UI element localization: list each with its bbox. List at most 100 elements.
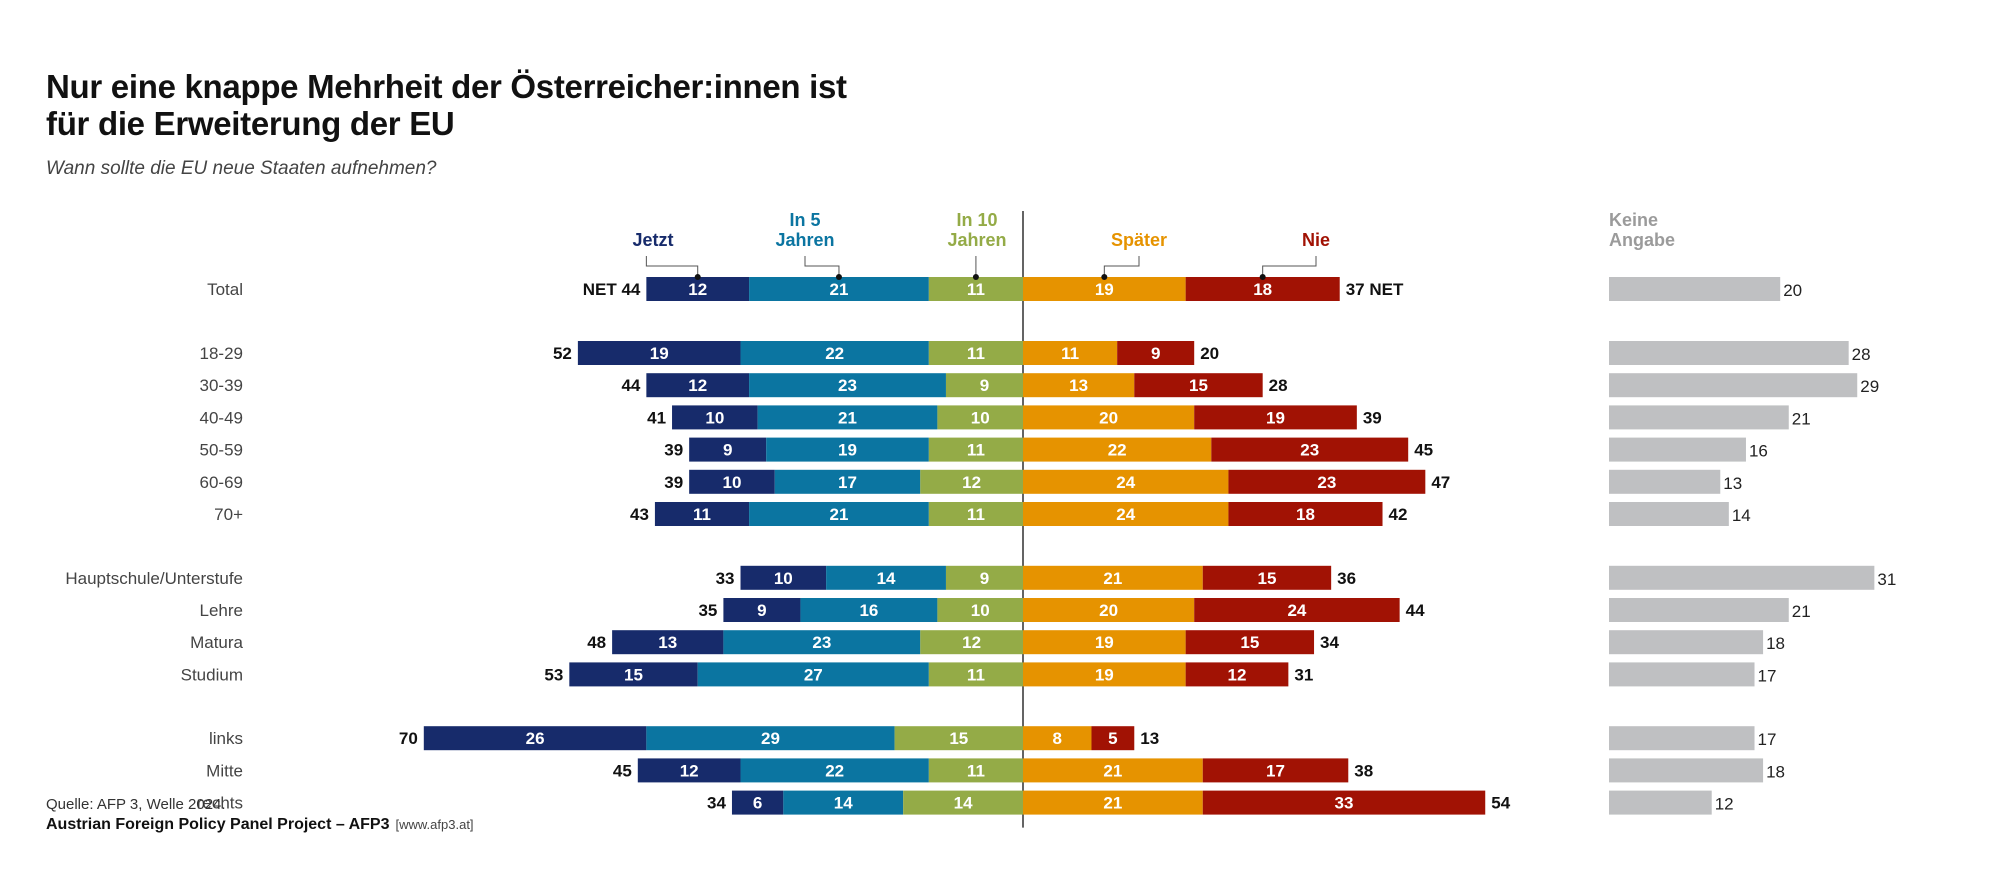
net-left-label: 39 (664, 441, 683, 460)
segment-value-label: 19 (650, 344, 669, 363)
no-answer-bar (1609, 502, 1729, 526)
no-answer-value-label: 31 (1877, 570, 1896, 589)
row-category-label: 30-39 (200, 376, 243, 395)
legend-leader-line (1262, 256, 1317, 277)
segment-value-label: 11 (967, 761, 985, 780)
net-right-label: 34 (1320, 633, 1339, 652)
bar-segment-jetzt (740, 565, 827, 590)
net-right-label: 13 (1140, 729, 1159, 748)
net-right-label: 42 (1389, 505, 1408, 524)
no-answer-bar (1609, 726, 1755, 751)
segment-value-label: 15 (1240, 633, 1259, 652)
segment-value-label: 13 (1069, 376, 1088, 395)
segment-value-label: 18 (1296, 505, 1315, 524)
chart-title-line-1: Nur eine knappe Mehrheit der Österreiche… (46, 68, 847, 105)
legend-label-in-10-jahren: In 10 (956, 210, 997, 230)
segment-value-label: 23 (1317, 473, 1336, 492)
bar-segment-sp-ter (1023, 437, 1212, 462)
bar-segment-jetzt (723, 598, 801, 622)
chart-row-studium: Studium 15 27 11 19 12 53 31 17 (181, 662, 1776, 687)
segment-value-label: 20 (1099, 601, 1118, 620)
bar-segment-in-5-jahren (749, 277, 929, 301)
website-url: [www.afp3.at] (395, 817, 474, 832)
segment-value-label: 21 (829, 505, 848, 524)
legend-leader-line (1103, 256, 1140, 277)
legend-label-keine-angabe: Keine (1609, 210, 1658, 230)
no-answer-bar (1609, 662, 1755, 687)
segment-value-label: 12 (1228, 665, 1247, 684)
no-answer-bar (1609, 630, 1764, 655)
segment-value-label: 19 (1266, 408, 1285, 427)
net-left-label: 35 (698, 601, 717, 620)
bar-segment-jetzt (689, 469, 775, 494)
row-category-label: 18-29 (200, 344, 243, 363)
segment-value-label: 11 (1061, 344, 1079, 363)
bar-segment-in-10-jahren (928, 341, 1023, 365)
bar-segment-jetzt (646, 373, 750, 398)
row-category-label: Hauptschule/Unterstufe (65, 569, 243, 588)
segment-value-label: 21 (1103, 761, 1122, 780)
net-left-label: 34 (707, 794, 726, 813)
no-answer-value-label: 21 (1792, 602, 1811, 621)
chart-row-hauptschule-unterstufe: Hauptschule/Unterstufe 10 14 9 21 15 33 36 31 (65, 565, 1896, 590)
bar-segment-in-5-jahren (749, 373, 946, 398)
segment-value-label: 14 (954, 794, 973, 813)
bar-segment-sp-ter (1023, 758, 1203, 783)
segment-value-label: 12 (962, 473, 981, 492)
bar-segment-nie (1091, 726, 1135, 751)
row-category-label: links (209, 729, 243, 748)
bar-segment-in-5-jahren (800, 598, 938, 622)
no-answer-bar (1609, 790, 1712, 815)
segment-value-label: 9 (1151, 344, 1160, 363)
row-category-label: Total (207, 280, 243, 299)
segment-value-label: 23 (1300, 441, 1319, 460)
no-answer-value-label: 29 (1860, 377, 1879, 396)
segment-value-label: 15 (624, 665, 643, 684)
bar-segment-sp-ter (1023, 373, 1135, 398)
chart-row-18-29: 18-29 19 22 11 11 9 52 20 28 (200, 341, 1871, 365)
net-right-label: 36 (1337, 569, 1356, 588)
bar-segment-in-10-jahren (903, 790, 1023, 815)
chart-row-total: Total 12 21 11 19 18 NET 44 37 NET 20 (207, 277, 1802, 301)
bar-segment-nie (1185, 630, 1315, 655)
segment-value-label: 10 (774, 569, 793, 588)
net-left-label: 48 (587, 633, 606, 652)
net-left-label: 52 (553, 344, 572, 363)
legend-leader-dot (694, 274, 701, 280)
no-answer-bar (1609, 469, 1721, 494)
net-right-label: 37 NET (1346, 280, 1404, 299)
no-answer-value-label: 14 (1732, 506, 1751, 525)
segment-value-label: 15 (1189, 376, 1208, 395)
bar-segment-nie (1202, 565, 1332, 590)
segment-value-label: 24 (1116, 505, 1135, 524)
legend-label-in-5-jahren: Jahren (775, 230, 834, 250)
net-left-label: 39 (664, 473, 683, 492)
bar-segment-in-5-jahren (766, 437, 929, 462)
no-answer-value-label: 12 (1715, 795, 1734, 814)
segment-value-label: 8 (1053, 729, 1062, 748)
segment-value-label: 23 (838, 376, 857, 395)
bar-segment-in-10-jahren (928, 662, 1023, 687)
bar-segment-in-5-jahren (697, 662, 929, 687)
chart-title: Nur eine knappe Mehrheit der Österreiche… (46, 68, 847, 142)
segment-value-label: 20 (1099, 408, 1118, 427)
no-answer-bar (1609, 437, 1746, 462)
segment-value-label: 29 (761, 729, 780, 748)
net-right-label: 20 (1200, 344, 1219, 363)
segment-value-label: 11 (967, 344, 985, 363)
bar-segment-jetzt (423, 726, 647, 751)
legend-leader-line (645, 256, 699, 277)
row-category-label: Mitte (206, 761, 243, 780)
bar-segment-in-5-jahren (740, 758, 929, 783)
bar-segment-in-5-jahren (740, 341, 929, 365)
source-note: Quelle: AFP 3, Welle 2024. (46, 796, 226, 813)
no-answer-bar (1609, 277, 1781, 301)
segment-value-label: 9 (980, 569, 989, 588)
legend-leader-dot (835, 274, 842, 280)
row-category-label: 60-69 (200, 473, 243, 492)
segment-value-label: 16 (859, 601, 878, 620)
bar-segment-in-10-jahren (928, 277, 1023, 301)
bar-segment-sp-ter (1023, 790, 1203, 815)
segment-value-label: 14 (834, 794, 853, 813)
bar-segment-sp-ter (1023, 662, 1186, 687)
